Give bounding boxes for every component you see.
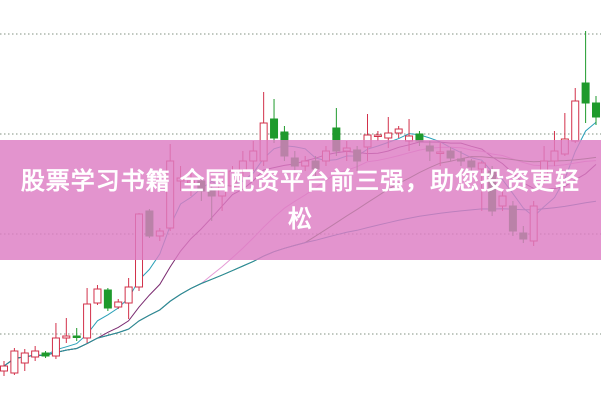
candle-body (41, 352, 50, 357)
banner-text: 股票学习书籍 全国配资平台前三强，助您投资更轻松 (20, 167, 581, 233)
candle-body (72, 335, 81, 338)
candle-body (93, 288, 102, 304)
candle-body (51, 337, 60, 357)
candle-body (592, 102, 600, 118)
promo-banner: 股票学习书籍 全国配资平台前三强，助您投资更轻松 (0, 140, 601, 260)
candle-body (373, 134, 382, 137)
candle-body (10, 350, 19, 374)
candle-body (270, 118, 279, 139)
candle-body (20, 352, 29, 364)
candle-body (394, 128, 403, 134)
candle-body (0, 365, 8, 372)
candle-body (571, 100, 580, 142)
candle-body (62, 335, 71, 339)
candle-body (384, 132, 393, 139)
candle-body (581, 82, 590, 104)
candle-body (83, 303, 92, 339)
candle-body (124, 286, 133, 304)
candle-body (103, 289, 112, 309)
candle-body (114, 301, 123, 308)
candle-body (31, 350, 40, 358)
